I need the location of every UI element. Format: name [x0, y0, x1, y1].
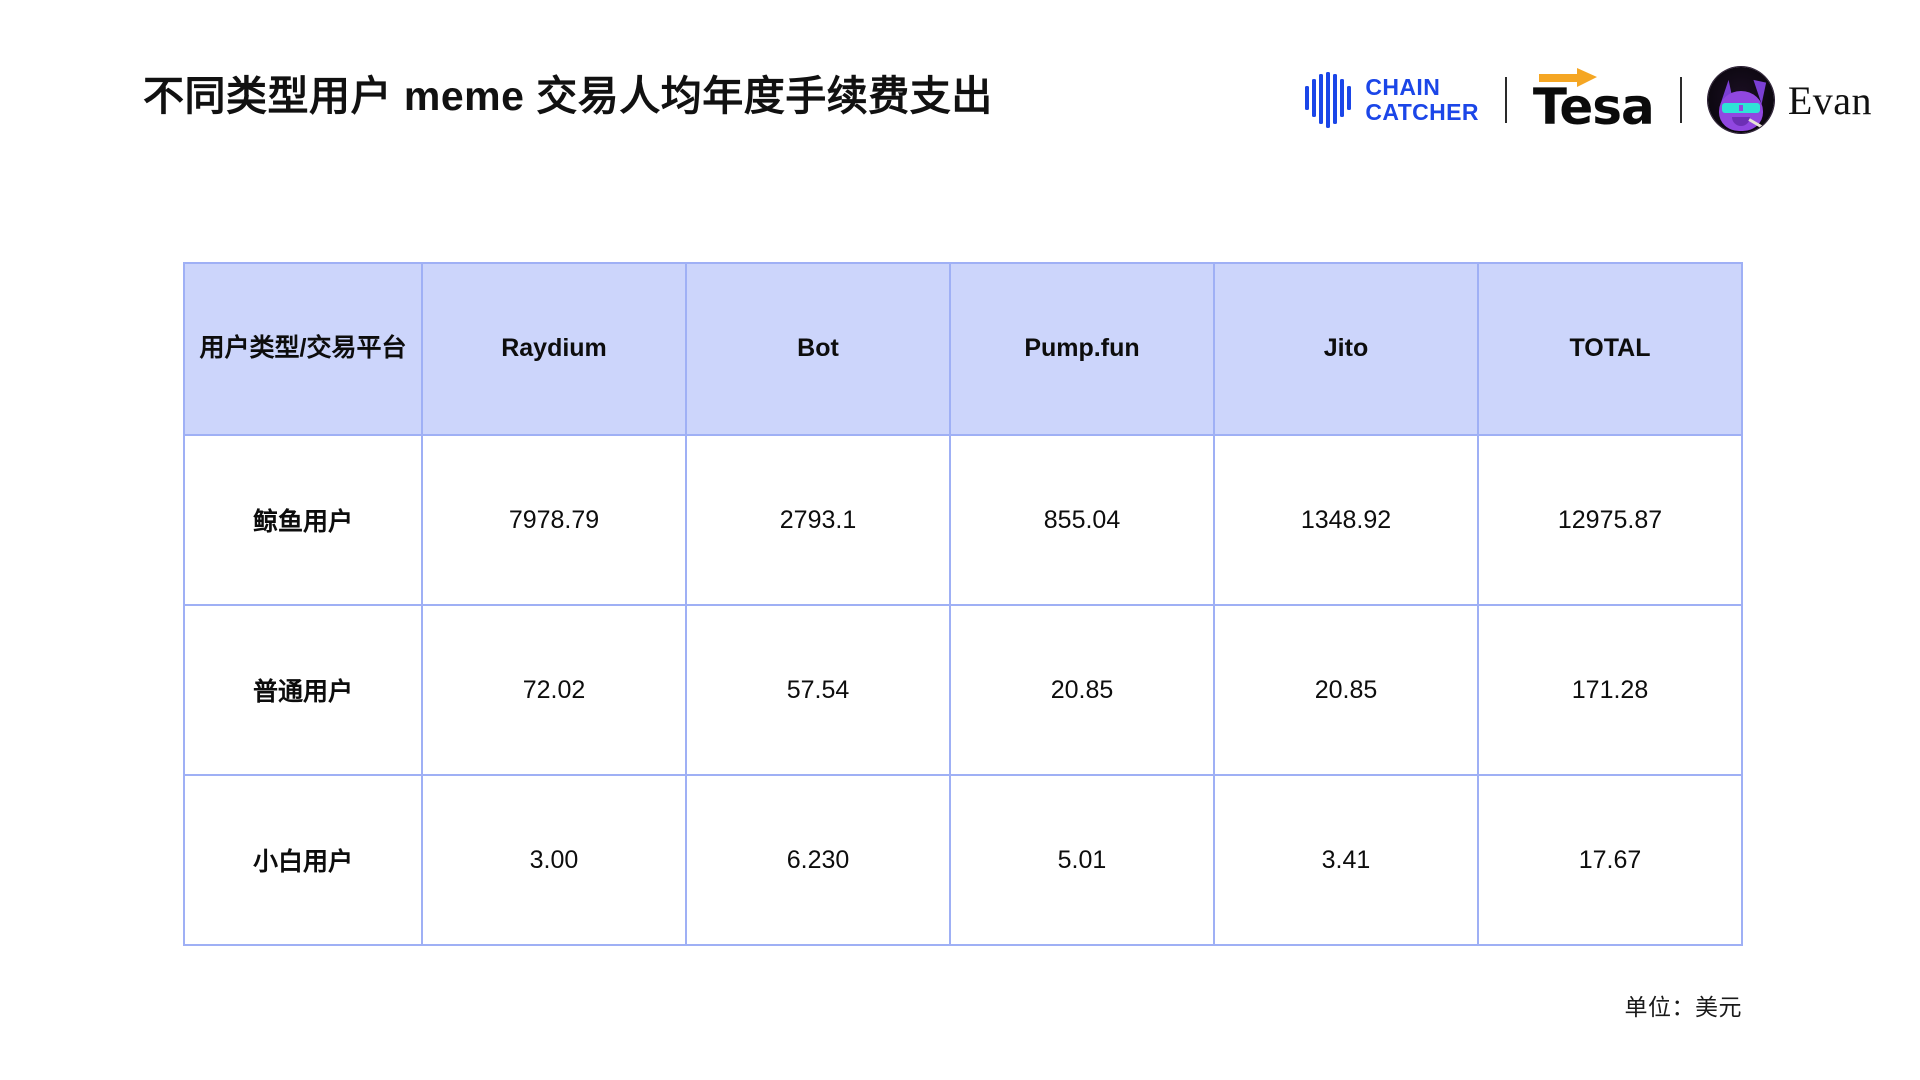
tesa-wordmark: Tesa: [1532, 78, 1655, 136]
evan-avatar-icon: [1707, 67, 1774, 133]
column-header-raydium: Raydium: [421, 262, 687, 436]
brand-divider-1: [1504, 77, 1507, 123]
chaincatcher-line1: CHAIN: [1365, 74, 1441, 101]
page-title: 不同类型用户 meme 交易人均年度手续费支出: [143, 73, 993, 119]
cell-normal-pumpfun: 20.85: [949, 604, 1215, 776]
cell-whale-bot: 2793.1: [685, 434, 951, 606]
avatar-mouth: [1731, 117, 1750, 126]
chaincatcher-line2: CATCHER: [1365, 99, 1479, 125]
column-header-pumpfun: Pump.fun: [949, 262, 1215, 436]
table-body: 鲸鱼用户 7978.79 2793.1 855.04 1348.92 12975…: [183, 434, 1743, 946]
column-header-jito: Jito: [1213, 262, 1479, 436]
cell-novice-raydium: 3.00: [421, 774, 687, 946]
column-header-bot: Bot: [685, 262, 951, 436]
cell-novice-pumpfun: 5.01: [949, 774, 1215, 946]
cell-novice-bot: 6.230: [685, 774, 951, 946]
column-header-user-type: 用户类型/交易平台: [183, 262, 423, 436]
brand-divider-2: [1679, 77, 1682, 123]
brand-bar: CHAIN CATCHER Tesa: [1305, 60, 1872, 140]
table-row: 普通用户 72.02 57.54 20.85 20.85 171.28: [183, 604, 1743, 776]
table-header-row: 用户类型/交易平台 Raydium Bot Pump.fun Jito TOTA…: [183, 262, 1743, 436]
tesa-arrow-icon: [1538, 68, 1597, 87]
cell-normal-jito: 20.85: [1213, 604, 1479, 776]
evan-profile: Evan: [1707, 67, 1872, 133]
cell-normal-raydium: 72.02: [421, 604, 687, 776]
tesa-logo: Tesa: [1532, 68, 1655, 136]
cell-whale-raydium: 7978.79: [421, 434, 687, 606]
avatar-sunglasses: [1721, 103, 1760, 113]
cell-whale-pumpfun: 855.04: [949, 434, 1215, 606]
table-row: 鲸鱼用户 7978.79 2793.1 855.04 1348.92 12975…: [183, 434, 1743, 606]
evan-name: Evan: [1787, 77, 1872, 123]
fee-table-container: 用户类型/交易平台 Raydium Bot Pump.fun Jito TOTA…: [183, 262, 1743, 946]
chaincatcher-wordmark: CHAIN CATCHER: [1365, 75, 1479, 125]
cell-normal-total: 171.28: [1477, 604, 1743, 776]
header: 不同类型用户 meme 交易人均年度手续费支出 CHAIN: [0, 0, 1920, 170]
unit-note: 单位：美元: [1624, 994, 1742, 1020]
row-label-novice: 小白用户: [183, 774, 423, 946]
row-label-whale: 鲸鱼用户: [183, 434, 423, 606]
cell-whale-jito: 1348.92: [1213, 434, 1479, 606]
cell-whale-total: 12975.87: [1477, 434, 1743, 606]
chain-catcher-bars-icon: [1305, 72, 1352, 128]
cell-novice-total: 17.67: [1477, 774, 1743, 946]
cell-novice-jito: 3.41: [1213, 774, 1479, 946]
cell-normal-bot: 57.54: [685, 604, 951, 776]
table-header: 用户类型/交易平台 Raydium Bot Pump.fun Jito TOTA…: [183, 262, 1743, 436]
column-header-total: TOTAL: [1477, 262, 1743, 436]
fee-table: 用户类型/交易平台 Raydium Bot Pump.fun Jito TOTA…: [183, 262, 1743, 946]
chaincatcher-logo: CHAIN CATCHER: [1305, 72, 1479, 128]
row-label-normal: 普通用户: [183, 604, 423, 776]
table-row: 小白用户 3.00 6.230 5.01 3.41 17.67: [183, 774, 1743, 946]
